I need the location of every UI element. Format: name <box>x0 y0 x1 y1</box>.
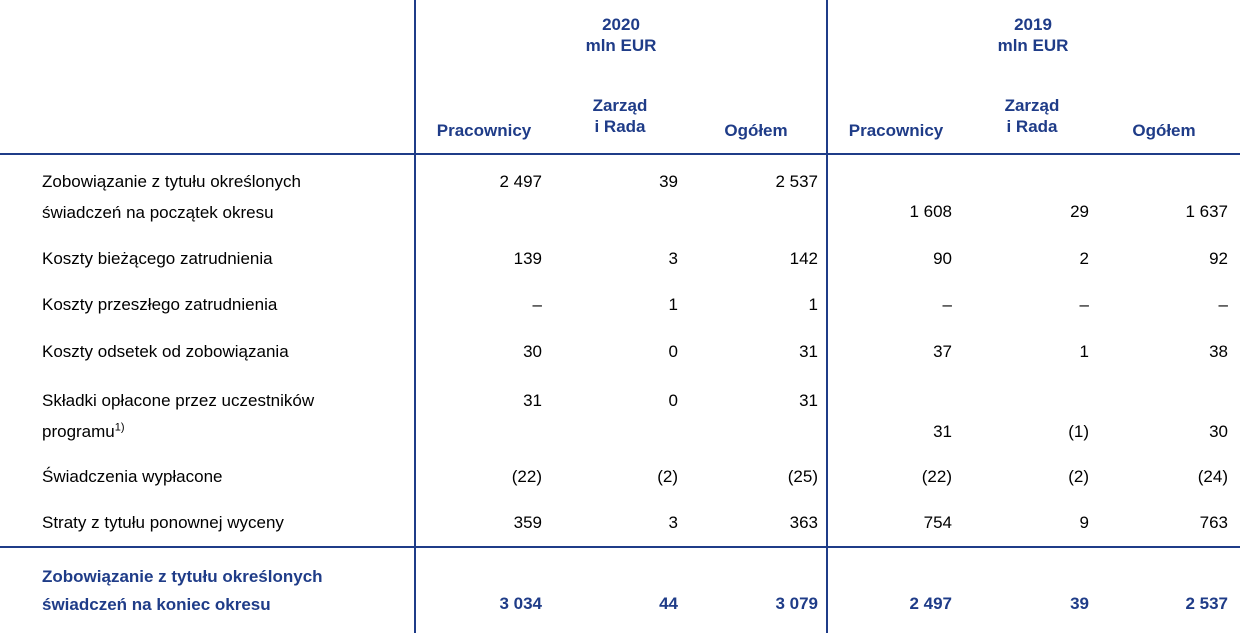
column-header-board-2019: Zarząd i Rada <box>1004 96 1060 136</box>
value-2019-total: (24) <box>1197 467 1228 486</box>
row-label: Straty z tytułu ponownej wyceny <box>42 513 284 532</box>
value-2019-total: 763 <box>1199 513 1228 532</box>
value-2019-board: (1) <box>1068 422 1089 441</box>
value-2019-employees: 90 <box>933 249 952 268</box>
row-label: Świadczenia wypłacone <box>42 467 223 486</box>
column-divider-left <box>414 0 416 633</box>
value-2020-total: 1 <box>808 295 818 314</box>
year-header-2020: 2020 mln EUR <box>416 14 826 56</box>
value-2019-board: 9 <box>1079 513 1089 532</box>
value-2020-total: 2 537 <box>775 172 818 191</box>
value-2020-board: 3 <box>668 513 678 532</box>
row-label: Koszty odsetek od zobowiązania <box>42 342 289 361</box>
value-2019-board: 1 <box>1079 342 1089 361</box>
value-2019-board: (2) <box>1068 467 1089 486</box>
row-label: Zobowiązanie z tytułu określonych świadc… <box>42 172 301 222</box>
value-2020-total: 31 <box>799 342 818 361</box>
unit-label: mln EUR <box>997 36 1069 55</box>
value-2020-total: 363 <box>789 513 818 532</box>
value-2020-board: 3 <box>668 249 678 268</box>
value-2020-employees: – <box>532 295 542 314</box>
value-2020-board: 0 <box>668 391 678 410</box>
column-divider-years <box>826 0 828 633</box>
value-2020-employees: 359 <box>513 513 542 532</box>
header-bottom-rule <box>0 153 1240 155</box>
value-2019-employees: – <box>942 295 952 314</box>
column-header-board-2020: Zarząd i Rada <box>592 96 648 136</box>
year-label: 2020 <box>602 15 640 34</box>
value-2020-board: 39 <box>659 172 678 191</box>
value-2019-employees: 2 497 <box>909 594 952 613</box>
value-2019-board: 2 <box>1079 249 1089 268</box>
value-2019-board: – <box>1079 295 1089 314</box>
value-2019-employees: 31 <box>933 422 952 441</box>
column-header-employees-2019: Pracownicy <box>848 121 944 140</box>
value-2020-board: (2) <box>657 467 678 486</box>
total-top-rule <box>0 546 1240 548</box>
value-2020-board: 1 <box>668 295 678 314</box>
value-2020-employees: (22) <box>511 467 542 486</box>
footnote-marker: 1) <box>114 421 125 434</box>
value-2019-total: – <box>1218 295 1228 314</box>
value-2019-total: 38 <box>1209 342 1228 361</box>
row-label: Zobowiązanie z tytułu określonych świadc… <box>42 567 323 614</box>
value-2020-employees: 3 034 <box>499 594 542 613</box>
value-2020-employees: 139 <box>513 249 542 268</box>
value-2019-board: 39 <box>1070 594 1089 613</box>
value-2019-total: 92 <box>1209 249 1228 268</box>
unit-label: mln EUR <box>585 36 657 55</box>
value-2019-employees: 1 608 <box>909 202 952 221</box>
value-2019-total: 30 <box>1209 422 1228 441</box>
value-2020-board: 0 <box>668 342 678 361</box>
row-label: Koszty bieżącego zatrudnienia <box>42 249 273 268</box>
row-label: Składki opłacone przez uczestników progr… <box>42 391 315 441</box>
value-2020-total: 31 <box>799 391 818 410</box>
value-2019-employees: (22) <box>921 467 952 486</box>
value-2019-board: 29 <box>1070 202 1089 221</box>
year-header-2019: 2019 mln EUR <box>828 14 1238 56</box>
row-label: Koszty przeszłego zatrudnienia <box>42 295 278 314</box>
value-2019-employees: 754 <box>923 513 952 532</box>
value-2020-total: 3 079 <box>775 594 818 613</box>
value-2019-total: 1 637 <box>1185 202 1228 221</box>
year-label: 2019 <box>1014 15 1052 34</box>
column-header-employees-2020: Pracownicy <box>436 121 532 140</box>
column-header-total-2020: Ogółem <box>724 121 788 140</box>
value-2019-employees: 37 <box>933 342 952 361</box>
value-2019-total: 2 537 <box>1185 594 1228 613</box>
value-2020-employees: 2 497 <box>499 172 542 191</box>
value-2020-total: 142 <box>789 249 818 268</box>
value-2020-employees: 30 <box>523 342 542 361</box>
value-2020-employees: 31 <box>523 391 542 410</box>
column-header-total-2019: Ogółem <box>1132 121 1196 140</box>
value-2020-total: (25) <box>787 467 818 486</box>
value-2020-board: 44 <box>659 594 678 613</box>
